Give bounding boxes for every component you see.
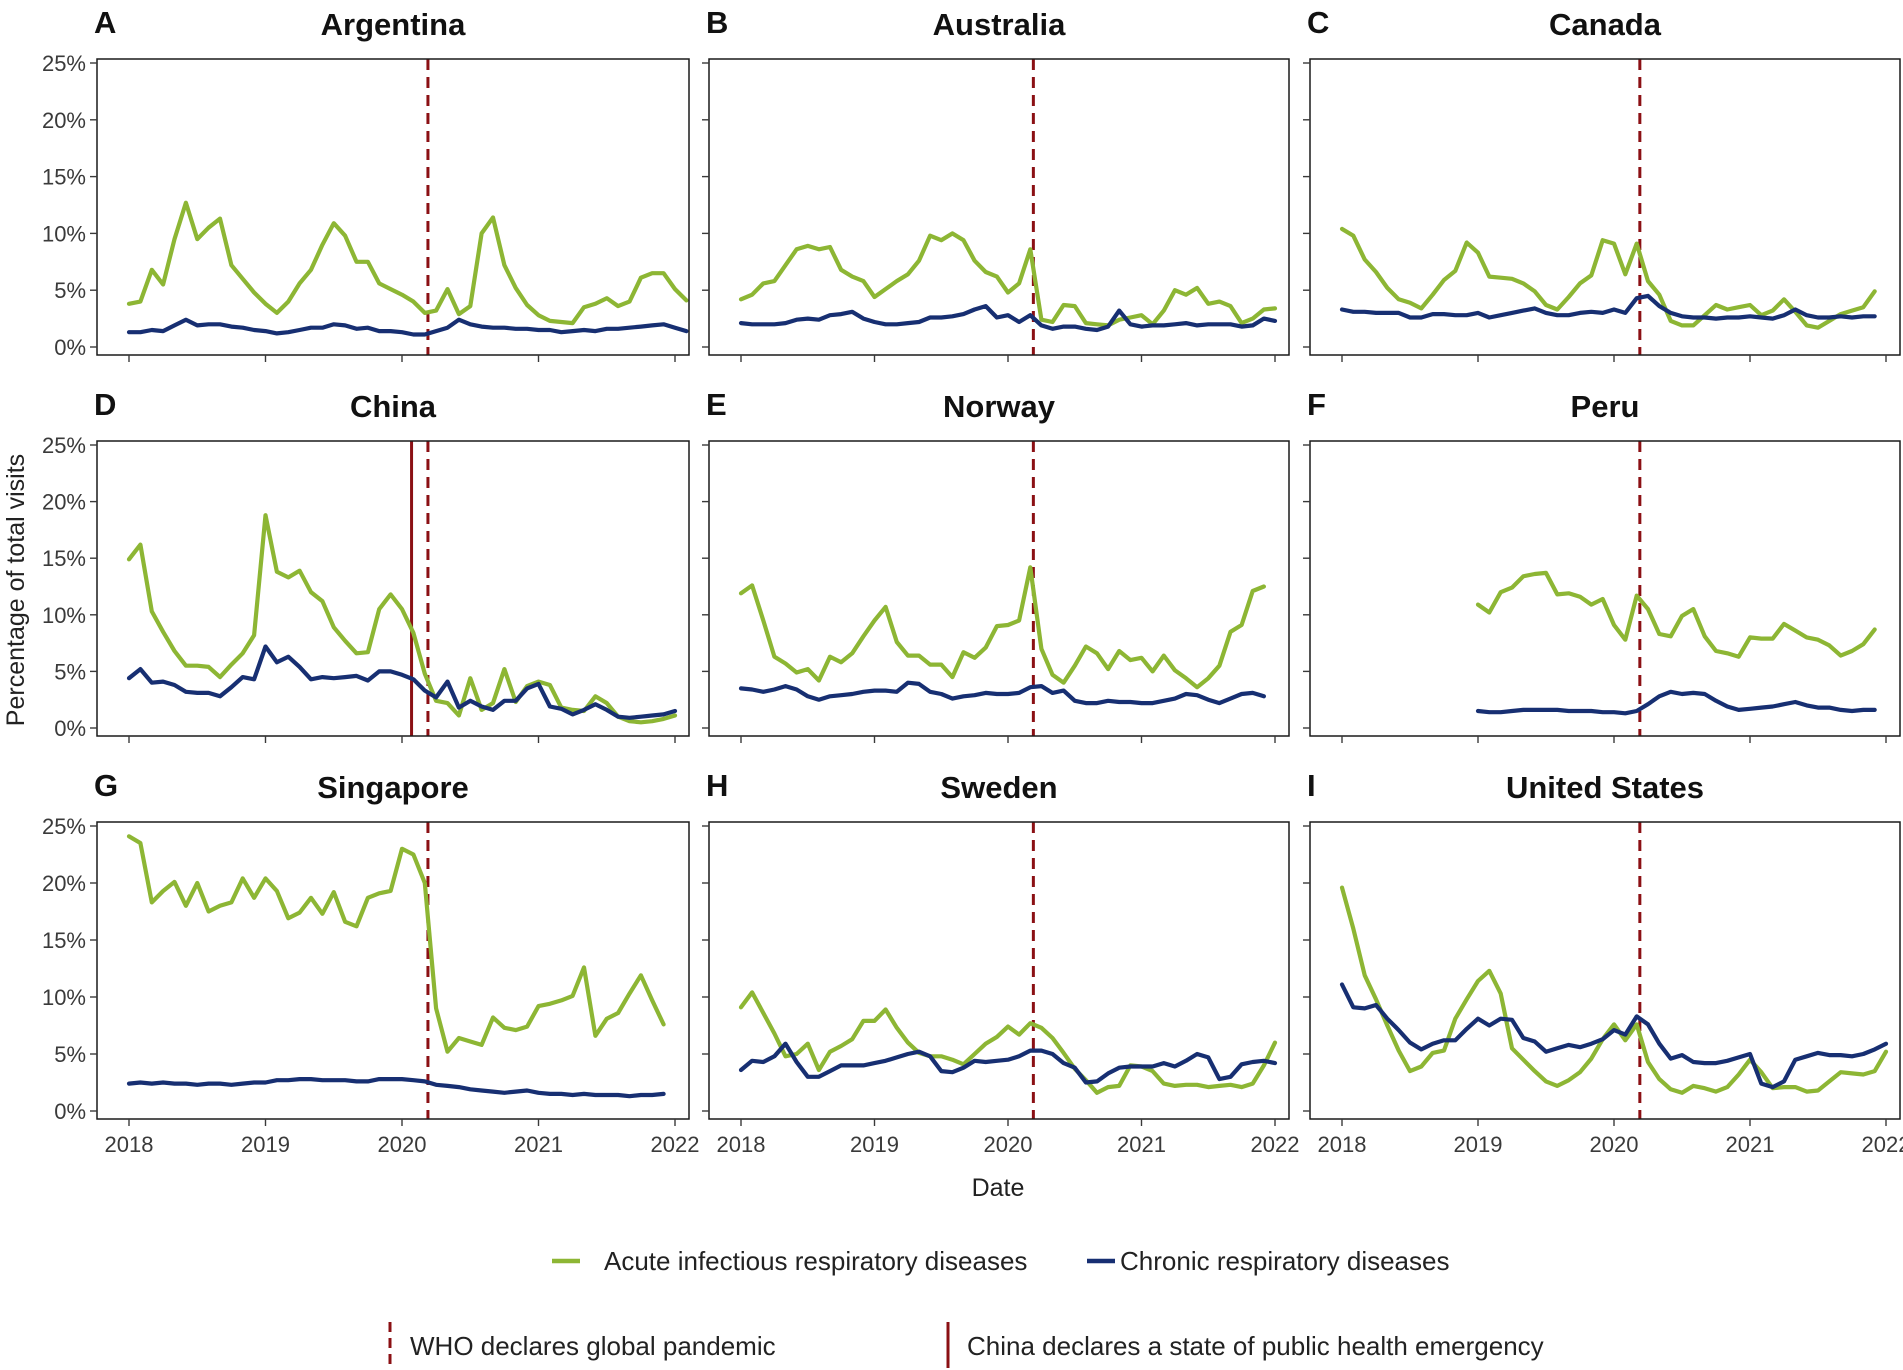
panel-title: Norway [943,389,1056,424]
chronic-series-line [1339,982,1889,1090]
legend-china-label: China declares a state of public health … [967,1331,1544,1361]
y-tick-label: 25% [42,814,86,839]
panel-letter: E [706,387,727,422]
y-tick-label: 15% [42,928,86,953]
x-tick-label: 2019 [241,1132,290,1157]
panel-letter: D [94,387,116,422]
legend: Acute infectious respiratory diseases Chr… [388,1246,1544,1368]
acute-series-line [126,200,689,326]
panel-title: United States [1506,770,1704,805]
y-tick-label: 0% [54,335,86,360]
panel-letter: F [1307,387,1326,422]
y-tick-label: 0% [54,1099,86,1124]
x-tick-label: 2021 [1726,1132,1775,1157]
panel-title: Australia [933,7,1066,42]
panel-united-states: I United States 2018 2019 2020 2021 2022 [1303,768,1903,1157]
panel-title: China [350,389,437,424]
acute-series-line [738,565,1267,690]
chronic-series-line [738,1041,1278,1085]
y-tick-label: 20% [42,490,86,515]
chronic-series-line [126,1076,666,1099]
x-tick-label: 2021 [514,1132,563,1157]
y-tick-label: 5% [54,659,86,684]
chronic-series-line [738,304,1278,333]
x-tick-label: 2020 [1590,1132,1639,1157]
y-axis-title: Percentage of total visits [2,454,30,726]
panel-title: Sweden [940,770,1057,805]
panel-argentina: A Argentina 0% 5% 10% 15% 20% 25% [42,5,690,362]
panel-title: Singapore [317,770,469,805]
panel-letter: G [94,768,118,803]
acute-series-line [126,513,678,725]
legend-chronic-label: Chronic respiratory diseases [1120,1246,1449,1276]
acute-series-line [1475,570,1877,659]
x-tick-label: 2022 [651,1132,700,1157]
panel-frame [708,440,1290,737]
x-tick-label: 2019 [1454,1132,1503,1157]
y-tick-label: 5% [54,278,86,303]
panel-title: Canada [1549,7,1662,42]
y-tick-label: 15% [42,165,86,190]
panel-letter: C [1307,5,1329,40]
x-tick-label: 2018 [1318,1132,1367,1157]
x-tick-label: 2019 [850,1132,899,1157]
legend-who-label: WHO declares global pandemic [410,1331,776,1361]
panel-norway: E Norway [702,387,1290,743]
x-tick-label: 2018 [717,1132,766,1157]
y-tick-label: 20% [42,871,86,896]
panel-letter: H [706,768,728,803]
acute-series-line [738,990,1278,1095]
panel-letter: I [1307,768,1316,803]
y-tick-label: 0% [54,716,86,741]
panel-frame [96,821,690,1120]
acute-series-line [1339,226,1877,330]
y-tick-label: 10% [42,985,86,1010]
x-axis-title: Date [972,1174,1025,1202]
legend-acute-label: Acute infectious respiratory diseases [604,1246,1027,1276]
chronic-series-line [738,680,1267,706]
panel-letter: B [706,5,728,40]
y-tick-label: 10% [42,221,86,246]
x-tick-label: 2021 [1117,1132,1166,1157]
chronic-series-line [1339,293,1877,321]
acute-series-line [738,231,1278,328]
panel-canada: C Canada [1303,5,1901,362]
y-tick-label: 5% [54,1042,86,1067]
x-tick-label: 2020 [378,1132,427,1157]
panel-frame [1309,58,1901,356]
chronic-series-line [1475,689,1877,716]
y-tick-label: 10% [42,603,86,628]
acute-series-line [126,834,666,1054]
panel-sweden: H Sweden 2018 2019 2020 2021 2022 [702,768,1299,1157]
panel-frame [708,821,1290,1120]
y-tick-label: 25% [42,51,86,76]
panel-frame [1309,440,1901,737]
chronic-series-line [126,317,689,337]
x-tick-label: 2020 [984,1132,1033,1157]
panel-singapore: G Singapore 0% 5% 10% 15% 20% 25% 2018 2019 2020 20… [42,768,700,1157]
panel-title: Argentina [321,7,466,42]
panel-frame [708,58,1290,356]
panel-frame [96,58,690,356]
panel-peru: F Peru [1303,387,1901,743]
panel-frame [1309,821,1901,1120]
y-tick-label: 20% [42,108,86,133]
panel-title: Peru [1571,389,1640,424]
x-tick-label: 2018 [105,1132,154,1157]
y-tick-label: 25% [42,433,86,458]
panel-frame [96,440,690,737]
panel-australia: B Australia [702,5,1290,362]
panel-letter: A [94,5,116,40]
x-tick-label: 2022 [1862,1132,1903,1157]
panel-china: D China 0% 5% 10% 15% 20% 25% [42,387,690,743]
y-tick-label: 15% [42,546,86,571]
acute-series-line [1339,885,1889,1095]
chronic-series-line [126,644,678,720]
x-tick-label: 2022 [1251,1132,1300,1157]
